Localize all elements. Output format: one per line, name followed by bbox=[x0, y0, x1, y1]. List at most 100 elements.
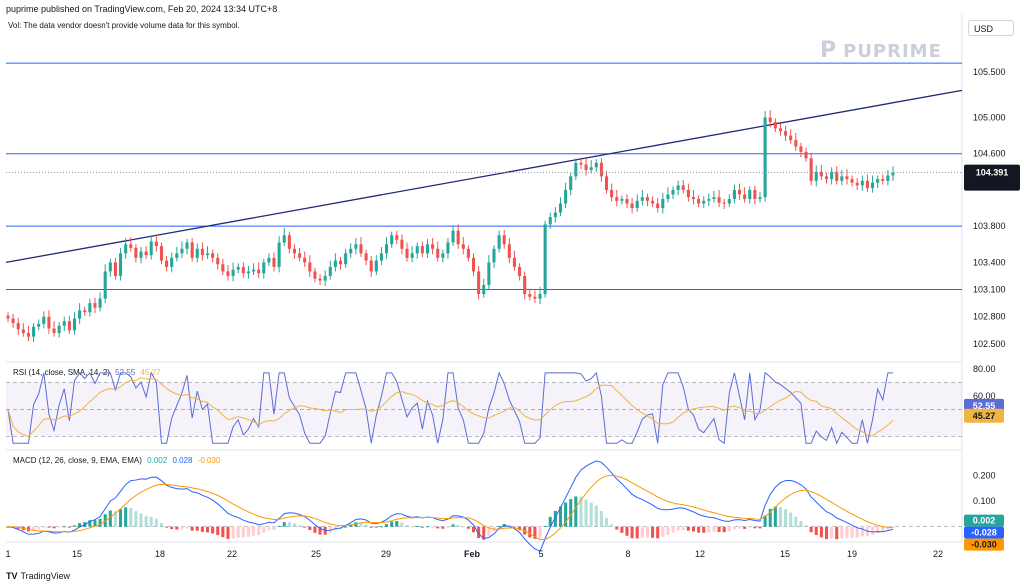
candle bbox=[328, 266, 332, 276]
candle bbox=[246, 271, 250, 274]
macd-histogram-bar bbox=[830, 526, 834, 539]
last-price-tag bbox=[964, 164, 1020, 191]
macd-tick-label: 0.100 bbox=[973, 496, 996, 506]
macd-histogram-bar bbox=[262, 526, 266, 533]
macd-histogram-bar bbox=[732, 526, 736, 530]
candle bbox=[456, 230, 460, 245]
macd-histogram-bar bbox=[441, 526, 445, 529]
macd-histogram-bar bbox=[42, 526, 46, 528]
macd-value-tag-label: 0.002 bbox=[973, 516, 996, 526]
macd-histogram-bar bbox=[272, 526, 276, 531]
candle bbox=[32, 326, 36, 337]
candle bbox=[635, 200, 639, 209]
candle bbox=[640, 197, 644, 201]
candle bbox=[431, 244, 435, 249]
macd-histogram-bar bbox=[635, 526, 639, 539]
macd-histogram-bar bbox=[446, 526, 450, 528]
candle bbox=[400, 239, 404, 249]
candle bbox=[656, 203, 660, 209]
time-tick-label: 15 bbox=[72, 549, 82, 559]
candle bbox=[615, 197, 619, 201]
candle bbox=[144, 251, 148, 256]
candle bbox=[737, 189, 742, 195]
rsi-ma-value: 45.27 bbox=[140, 368, 161, 377]
macd-histogram-bar bbox=[477, 526, 481, 539]
macd-histogram-bar bbox=[226, 526, 230, 539]
macd-histogram-bar bbox=[661, 526, 665, 537]
macd-legend: MACD (12, 26, close, 9, EMA, EMA) 0.002 … bbox=[10, 456, 220, 465]
macd-histogram-bar bbox=[78, 523, 82, 527]
candle bbox=[308, 262, 312, 272]
candle bbox=[758, 197, 762, 199]
candle bbox=[103, 271, 107, 299]
macd-histogram-bar bbox=[737, 526, 742, 529]
candle bbox=[236, 266, 240, 270]
candle bbox=[83, 310, 87, 313]
macd-title: MACD (12, 26, close, 9, EMA, EMA) bbox=[13, 456, 142, 465]
macd-histogram-bar bbox=[553, 510, 557, 527]
candle bbox=[88, 303, 92, 313]
macd-histogram-bar bbox=[482, 526, 486, 540]
macd-histogram-bar bbox=[610, 524, 614, 527]
macd-histogram-bar bbox=[604, 517, 609, 527]
price-tick-label: 104.600 bbox=[973, 149, 1006, 159]
candle bbox=[446, 242, 450, 254]
candle bbox=[625, 199, 629, 204]
macd-histogram-bar bbox=[144, 516, 148, 527]
price-tick-label: 105.000 bbox=[973, 113, 1006, 123]
price-tick-label: 103.400 bbox=[973, 257, 1006, 267]
candle bbox=[292, 248, 297, 254]
macd-histogram-bar bbox=[400, 522, 404, 527]
macd-histogram-bar bbox=[124, 507, 128, 527]
candle bbox=[778, 128, 782, 132]
candle bbox=[180, 248, 184, 254]
candle bbox=[830, 171, 834, 180]
macd-histogram-bar bbox=[113, 511, 117, 527]
rsi-ma-tag bbox=[964, 408, 1004, 423]
candle bbox=[159, 246, 164, 261]
candle bbox=[415, 246, 419, 254]
macd-histogram-bar bbox=[881, 526, 885, 532]
macd-histogram-bar bbox=[743, 526, 747, 529]
candle bbox=[651, 200, 655, 204]
macd-histogram-bar bbox=[241, 526, 245, 538]
macd-value-tag-label: -0.030 bbox=[971, 540, 997, 550]
macd-histogram-bar bbox=[558, 506, 563, 527]
macd-histogram-bar bbox=[436, 526, 440, 529]
candle bbox=[11, 318, 15, 324]
candle bbox=[318, 278, 322, 281]
candle bbox=[149, 241, 153, 256]
macd-histogram-bar bbox=[804, 525, 808, 527]
macd-histogram-bar bbox=[784, 509, 788, 527]
macd-histogram-bar bbox=[308, 526, 312, 531]
macd-histogram-bar bbox=[671, 526, 675, 533]
candle bbox=[881, 179, 885, 181]
watermark-logo: P PUPRIME bbox=[820, 38, 942, 63]
candle bbox=[190, 242, 194, 258]
candle bbox=[569, 176, 573, 190]
candle bbox=[67, 321, 71, 331]
macd-histogram-bar bbox=[850, 526, 854, 538]
currency-selector[interactable]: USD bbox=[968, 20, 1014, 36]
macd-histogram-bar bbox=[364, 524, 368, 527]
candle bbox=[410, 253, 414, 258]
candle bbox=[216, 257, 220, 265]
macd-histogram-bar bbox=[369, 526, 373, 528]
macd-histogram-bar bbox=[835, 526, 839, 540]
macd-histogram-bar bbox=[640, 526, 644, 538]
time-tick-label: 25 bbox=[311, 549, 321, 559]
macd-histogram-bar bbox=[497, 525, 501, 527]
candle bbox=[594, 162, 598, 168]
candle bbox=[891, 172, 895, 176]
macd-histogram-bar bbox=[415, 525, 419, 527]
candle bbox=[364, 253, 368, 261]
macd-histogram-bar bbox=[824, 526, 829, 540]
macd-value-tag bbox=[964, 526, 1004, 539]
macd-histogram-bar bbox=[543, 525, 547, 527]
candle bbox=[717, 197, 721, 203]
candle bbox=[876, 179, 880, 183]
macd-histogram-bar bbox=[840, 526, 844, 539]
candle bbox=[425, 244, 430, 254]
rsi-title: RSI (14, close, SMA, 14, 2) bbox=[13, 368, 110, 377]
